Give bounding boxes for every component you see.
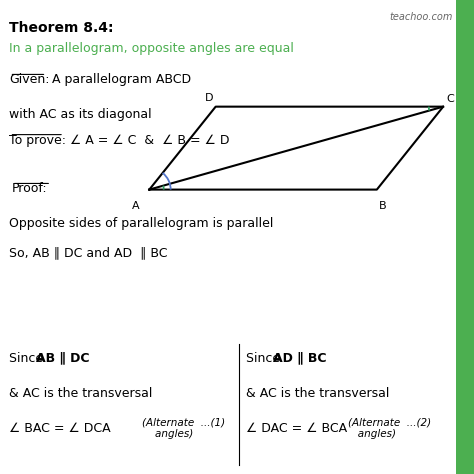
- Text: with AC as its diagonal: with AC as its diagonal: [9, 108, 152, 120]
- Text: Given:: Given:: [9, 73, 50, 86]
- Text: Proof:: Proof:: [12, 182, 47, 195]
- Text: Opposite sides of parallelogram is parallel: Opposite sides of parallelogram is paral…: [9, 217, 274, 229]
- Text: B: B: [379, 201, 387, 211]
- Text: A: A: [132, 201, 140, 211]
- Text: (Alternate  ...(1)
    angles): (Alternate ...(1) angles): [142, 417, 225, 439]
- Text: Theorem 8.4:: Theorem 8.4:: [9, 21, 114, 36]
- Text: So, AB ∥ DC and AD  ∥ BC: So, AB ∥ DC and AD ∥ BC: [9, 246, 168, 259]
- Text: A parallelogram ABCD: A parallelogram ABCD: [52, 73, 191, 86]
- Text: & AC is the transversal: & AC is the transversal: [9, 387, 153, 400]
- Text: AD ∥ BC: AD ∥ BC: [273, 352, 326, 365]
- Text: (Alternate  ...(2)
   angles): (Alternate ...(2) angles): [348, 417, 431, 439]
- Text: teachoo.com: teachoo.com: [389, 12, 453, 22]
- Text: Since: Since: [9, 352, 47, 365]
- Bar: [456, 0, 474, 474]
- Text: In a parallelogram, opposite angles are equal: In a parallelogram, opposite angles are …: [9, 42, 294, 55]
- Text: AB ∥ DC: AB ∥ DC: [36, 352, 89, 365]
- Text: Since: Since: [246, 352, 284, 365]
- Text: ∠ BAC = ∠ DCA: ∠ BAC = ∠ DCA: [9, 422, 111, 435]
- Text: & AC is the transversal: & AC is the transversal: [246, 387, 390, 400]
- Text: To prove:: To prove:: [9, 134, 66, 146]
- Text: ∠ A = ∠ C  &  ∠ B = ∠ D: ∠ A = ∠ C & ∠ B = ∠ D: [70, 134, 229, 146]
- Text: C: C: [447, 94, 454, 104]
- Text: ∠ DAC = ∠ BCA: ∠ DAC = ∠ BCA: [246, 422, 347, 435]
- Text: D: D: [205, 93, 213, 103]
